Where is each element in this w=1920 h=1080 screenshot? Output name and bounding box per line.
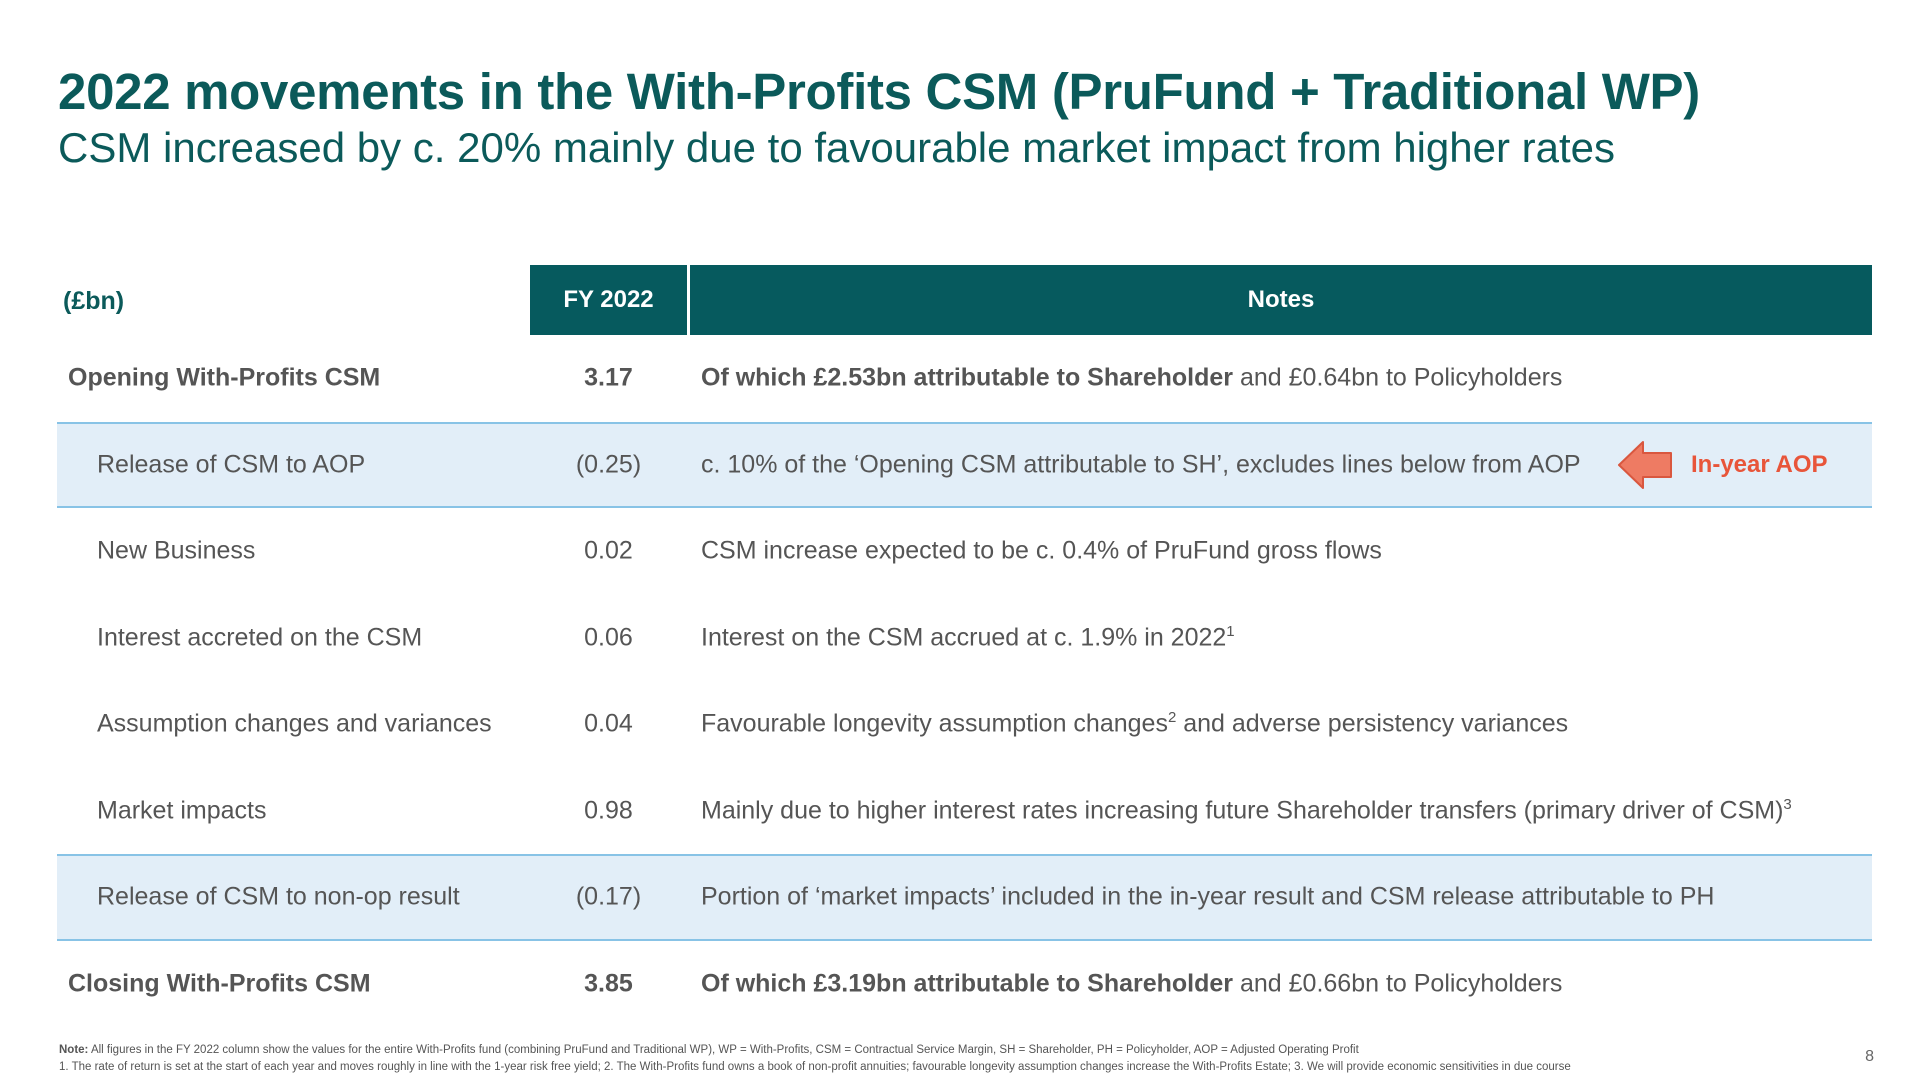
- unit-header: (£bn): [63, 287, 125, 315]
- row-note: Favourable longevity assumption changes2…: [701, 710, 1568, 739]
- in-year-aop-callout: In-year AOP: [1691, 450, 1828, 478]
- page-number: 8: [1865, 1048, 1874, 1065]
- footnote-note-label: Note:: [59, 1044, 89, 1056]
- table-row: Opening With-Profits CSM 3.17 Of which £…: [57, 335, 1872, 422]
- row-note: Mainly due to higher interest rates incr…: [701, 796, 1792, 825]
- footnote-note-text: All figures in the FY 2022 column show t…: [88, 1044, 1359, 1056]
- footnote-note: Note: All figures in the FY 2022 column …: [59, 1044, 1359, 1056]
- row-value: 0.02: [584, 536, 633, 565]
- row-label: Interest accreted on the CSM: [97, 623, 423, 652]
- page-title: 2022 movements in the With-Profits CSM (…: [58, 63, 1700, 120]
- row-value: 0.04: [584, 709, 633, 738]
- table-header: (£bn) FY 2022 Notes: [57, 265, 1872, 335]
- table-row: Interest accreted on the CSM 0.06 Intere…: [57, 595, 1872, 682]
- row-label: Closing With-Profits CSM: [68, 969, 371, 998]
- table-row: Release of CSM to AOP (0.25) c. 10% of t…: [57, 421, 1872, 508]
- notes-column-header: Notes: [690, 265, 1872, 335]
- row-note: Of which £3.19bn attributable to Shareho…: [701, 969, 1562, 998]
- arrow-left-icon: [1618, 440, 1672, 489]
- csm-movements-table: (£bn) FY 2022 Notes Opening With-Profits…: [57, 265, 1872, 1027]
- table-row: Release of CSM to non-op result (0.17) P…: [57, 854, 1872, 941]
- footnote-ref: 3: [1783, 795, 1792, 813]
- row-value: 3.17: [584, 363, 633, 392]
- row-value: 0.98: [584, 796, 633, 825]
- row-note-bold: Of which £2.53bn attributable to Shareho…: [701, 363, 1234, 392]
- row-note: Interest on the CSM accrued at c. 1.9% i…: [701, 623, 1235, 652]
- row-note: Portion of ‘market impacts’ included in …: [701, 882, 1715, 911]
- row-label: Release of CSM to non-op result: [97, 882, 460, 911]
- row-note: Of which £2.53bn attributable to Shareho…: [701, 364, 1562, 393]
- footnote-ref: 2: [1167, 709, 1177, 727]
- table-row: Closing With-Profits CSM 3.85 Of which £…: [57, 941, 1872, 1028]
- fy-column-header: FY 2022: [530, 265, 687, 335]
- row-label: Opening With-Profits CSM: [68, 363, 381, 392]
- row-note-text: and £0.66bn to Policyholders: [1233, 969, 1563, 998]
- row-label: Release of CSM to AOP: [97, 450, 366, 479]
- footnote-ref: 1: [1226, 622, 1235, 640]
- row-label: New Business: [97, 536, 256, 565]
- row-note-text: Favourable longevity assumption changes: [701, 709, 1168, 738]
- row-note-text-after: and adverse persistency variances: [1176, 709, 1569, 738]
- row-note-text: Interest on the CSM accrued at c. 1.9% i…: [701, 623, 1227, 652]
- page-subtitle: CSM increased by c. 20% mainly due to fa…: [58, 124, 1616, 171]
- row-value: (0.25): [575, 450, 642, 479]
- row-value: 3.85: [584, 969, 633, 998]
- row-note: c. 10% of the ‘Opening CSM attributable …: [701, 450, 1581, 479]
- row-label: Assumption changes and variances: [97, 709, 492, 738]
- row-note: CSM increase expected to be c. 0.4% of P…: [701, 536, 1382, 565]
- row-note-text: and £0.64bn to Policyholders: [1233, 363, 1563, 392]
- row-label: Market impacts: [97, 796, 267, 825]
- row-value: 0.06: [584, 623, 633, 652]
- row-note-text: Mainly due to higher interest rates incr…: [701, 796, 1784, 825]
- footnote-references: 1. The rate of return is set at the star…: [59, 1061, 1571, 1073]
- table-row: New Business 0.02 CSM increase expected …: [57, 508, 1872, 595]
- table-row: Market impacts 0.98 Mainly due to higher…: [57, 768, 1872, 855]
- row-value: (0.17): [575, 882, 642, 911]
- row-note-bold: Of which £3.19bn attributable to Shareho…: [701, 969, 1234, 998]
- table-row: Assumption changes and variances 0.04 Fa…: [57, 681, 1872, 768]
